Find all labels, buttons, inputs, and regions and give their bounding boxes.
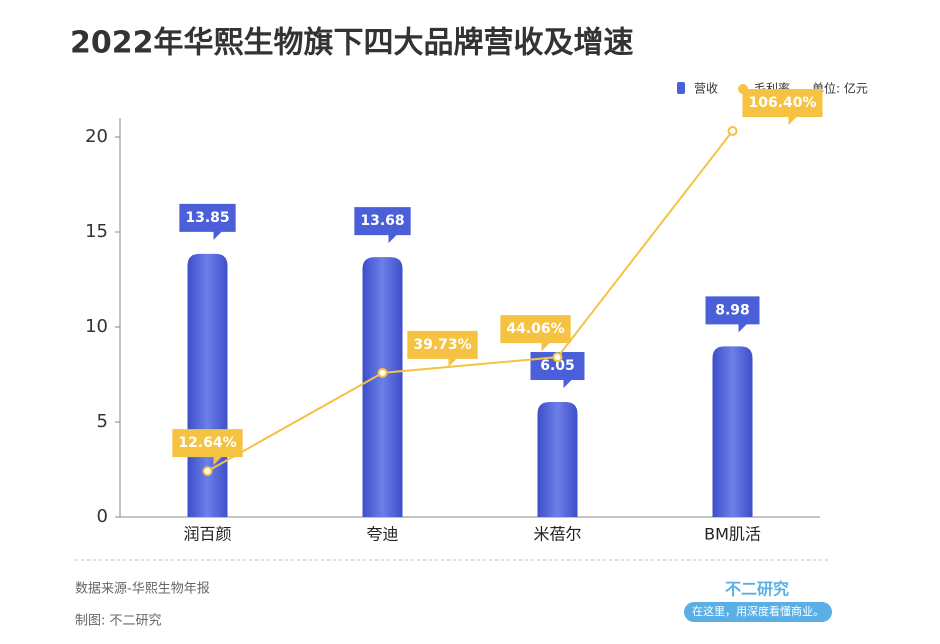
bar <box>537 402 578 517</box>
legend-swatch <box>677 82 685 94</box>
line-point <box>727 126 738 137</box>
unit-label: 单位: 亿元 <box>812 81 868 96</box>
line-point <box>377 367 388 378</box>
credit: 制图: 不二研究 <box>75 614 162 629</box>
bar <box>362 257 403 517</box>
y-tick-label: 0 <box>97 506 108 527</box>
slogan: 在这里，用深度看懂商业。 <box>692 604 824 618</box>
x-tick-label: 润百颜 <box>183 525 231 544</box>
line-label: 106.40% <box>748 95 816 111</box>
bar-label: 6.05 <box>540 358 575 374</box>
line <box>207 130 734 473</box>
line-label: 12.64% <box>178 435 236 451</box>
y-tick-label: 15 <box>85 221 108 242</box>
legend-label: 营收 <box>694 82 718 96</box>
line-label-bg <box>500 315 571 352</box>
bar <box>712 346 753 517</box>
bar-label: 13.68 <box>360 213 404 229</box>
bar-label-bg <box>179 203 236 240</box>
brand: 不二研究 <box>725 580 789 599</box>
x-tick-label: BM肌活 <box>704 525 761 544</box>
y-tick-label: 10 <box>85 316 108 337</box>
line-label: 44.06% <box>506 321 564 337</box>
line-label-bg <box>172 429 243 466</box>
y-tick-label: 20 <box>85 126 108 147</box>
line-point <box>202 466 213 477</box>
x-tick-label: 米蓓尔 <box>533 525 581 544</box>
bar <box>187 253 228 517</box>
bar-label-bg <box>354 207 411 244</box>
y-tick-label: 5 <box>97 411 108 432</box>
bar-label-bg <box>530 352 585 389</box>
bar-label: 8.98 <box>715 302 750 318</box>
line-label-bg <box>407 330 478 367</box>
line-label-bg <box>742 89 823 126</box>
slogan-bg <box>684 602 832 622</box>
x-tick-label: 夸迪 <box>366 525 398 544</box>
bar-label-bg <box>705 296 760 333</box>
line-label: 39.73% <box>413 337 471 353</box>
chart-title: 2022年华熙生物旗下四大品牌营收及增速 <box>70 26 634 61</box>
bar-label: 13.85 <box>185 210 229 226</box>
line-point <box>552 352 563 363</box>
source: 数据来源-华熙生物年报 <box>75 582 210 597</box>
